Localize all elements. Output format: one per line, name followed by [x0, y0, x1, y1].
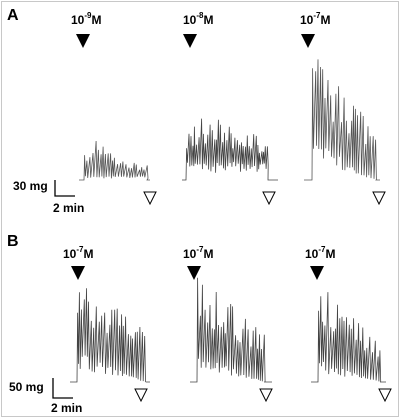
panel-b-washout-marker-3 [378, 388, 392, 403]
panel-b-addition-marker-3 [310, 266, 324, 280]
panel-b-label: B [7, 233, 19, 250]
panel-a-addition-marker-3 [301, 34, 315, 48]
panel-b-scale-bar [52, 378, 73, 399]
panel-b-trace-3 [311, 292, 386, 383]
panel-b-scale-time: 2 min [51, 401, 83, 415]
panel-b-trace-1 [70, 288, 150, 383]
panel-b-addition-marker-1 [71, 266, 85, 280]
panel-b-dose-3: 10-7M [305, 245, 336, 261]
panel-a-scale-time: 2 min [53, 201, 85, 215]
panel-a-scale-amplitude: 30 mg [13, 179, 48, 193]
panel-a-dose-2: 10-8M [183, 11, 214, 27]
panel-a-label: A [7, 7, 19, 24]
panel-a-dose-1: 10-9M [71, 11, 102, 27]
panel-a-washout-marker-3 [372, 191, 386, 206]
panel-a-addition-marker-1 [76, 34, 90, 48]
panel-b-washout-marker-1 [134, 388, 148, 403]
panel-a-washout-marker-1 [143, 191, 157, 206]
panel-a-washout-marker-2 [262, 191, 276, 206]
panel-a-trace-1 [79, 140, 150, 181]
panel-a-trace-2 [182, 118, 278, 181]
panel-b-scale-amplitude: 50 mg [9, 380, 44, 394]
panel-b-washout-marker-2 [259, 388, 273, 403]
panel-a-trace-3 [304, 59, 380, 181]
panel-b-trace-2 [190, 277, 272, 383]
panel-a-scale-bar [54, 180, 75, 197]
panel-b-dose-1: 10-7M [63, 245, 94, 261]
panel-b-dose-2: 10-7M [183, 245, 214, 261]
panel-b-addition-marker-2 [187, 266, 201, 280]
panel-a-addition-marker-2 [183, 34, 197, 48]
panel-a-dose-3: 10-7M [300, 11, 331, 27]
